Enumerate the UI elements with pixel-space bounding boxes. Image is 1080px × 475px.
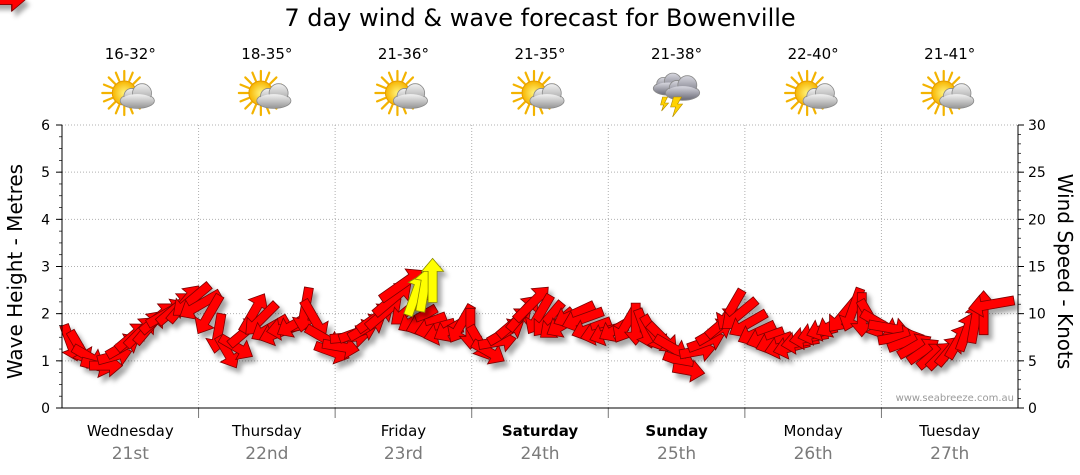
day-name-label: Wednesday <box>87 422 174 440</box>
day-name-label: Friday <box>381 422 427 440</box>
right-tick-label: 25 <box>1028 165 1046 181</box>
cloud-shape <box>802 83 838 109</box>
cloud-shape <box>939 83 975 109</box>
right-tick-label: 15 <box>1028 260 1046 276</box>
left-tick-label: 2 <box>41 307 50 323</box>
left-tick-label: 3 <box>41 260 50 276</box>
cloud-shape <box>665 75 701 101</box>
temperature-range-label: 21-35° <box>514 45 565 63</box>
left-axis-title: Wave Height - Metres <box>3 164 27 379</box>
day-name-label: Saturday <box>502 422 579 440</box>
left-tick-label: 4 <box>41 212 50 228</box>
lightning-bolt <box>670 96 684 118</box>
day-name-label: Monday <box>784 422 843 440</box>
right-axis-title: Wind Speed - Knots <box>1053 174 1077 370</box>
day-date-label: 27th <box>930 444 969 464</box>
day-date-label: 25th <box>657 444 696 464</box>
sun-cloud-icon <box>510 69 565 117</box>
sun-cloud-icon <box>374 69 428 117</box>
day-name-label: Thursday <box>231 422 302 440</box>
cloud-shape <box>529 83 565 109</box>
cloud-shape <box>256 83 292 109</box>
gust-series <box>403 257 445 318</box>
cloud-shape <box>119 83 155 109</box>
wind-arrow <box>0 0 26 12</box>
watermark: www.seabreeze.com.au <box>896 393 1014 404</box>
wind-arrow <box>179 288 223 320</box>
left-tick-label: 0 <box>41 401 50 417</box>
day-date-label: 23rd <box>384 444 423 464</box>
left-tick-label: 5 <box>41 165 50 181</box>
temperature-range-label: 21-41° <box>924 45 975 63</box>
day-date-label: 22nd <box>245 444 288 464</box>
sun-cloud-icon <box>784 69 838 117</box>
day-date-label: 26th <box>794 444 833 464</box>
wind-arrow <box>194 292 225 335</box>
wind-arrow <box>217 333 254 361</box>
right-tick-label: 0 <box>1028 401 1037 417</box>
sun-cloud-icon <box>101 69 155 117</box>
temperature-range-label: 21-38° <box>651 45 702 63</box>
right-tick-label: 10 <box>1028 307 1046 323</box>
day-date-label: 24th <box>520 444 559 464</box>
day-name-label: Sunday <box>645 422 708 440</box>
wind-series <box>0 0 1016 383</box>
temperature-range-label: 22-40° <box>788 45 839 63</box>
right-tick-label: 30 <box>1028 118 1046 134</box>
day-name-label: Tuesday <box>918 422 980 440</box>
cloud-shape <box>392 83 428 109</box>
left-tick-label: 6 <box>41 118 50 134</box>
sun-cloud-icon <box>920 69 975 117</box>
sun-cloud-icon <box>237 69 292 117</box>
wind-arrow <box>968 294 1016 318</box>
left-tick-label: 1 <box>41 354 50 370</box>
right-tick-label: 5 <box>1028 354 1037 370</box>
storm-cloud-icon <box>652 72 701 118</box>
wind-arrow <box>671 359 706 383</box>
wind-arrow <box>420 257 445 303</box>
temperature-range-label: 21-36° <box>378 45 429 63</box>
temperature-range-label: 16-32° <box>105 45 156 63</box>
right-tick-label: 20 <box>1028 212 1046 228</box>
chart-title: 7 day wind & wave forecast for Bowenvill… <box>284 4 796 32</box>
lightning-bolt <box>660 96 670 112</box>
day-date-label: 21st <box>112 444 149 464</box>
temperature-range-label: 18-35° <box>241 45 292 63</box>
